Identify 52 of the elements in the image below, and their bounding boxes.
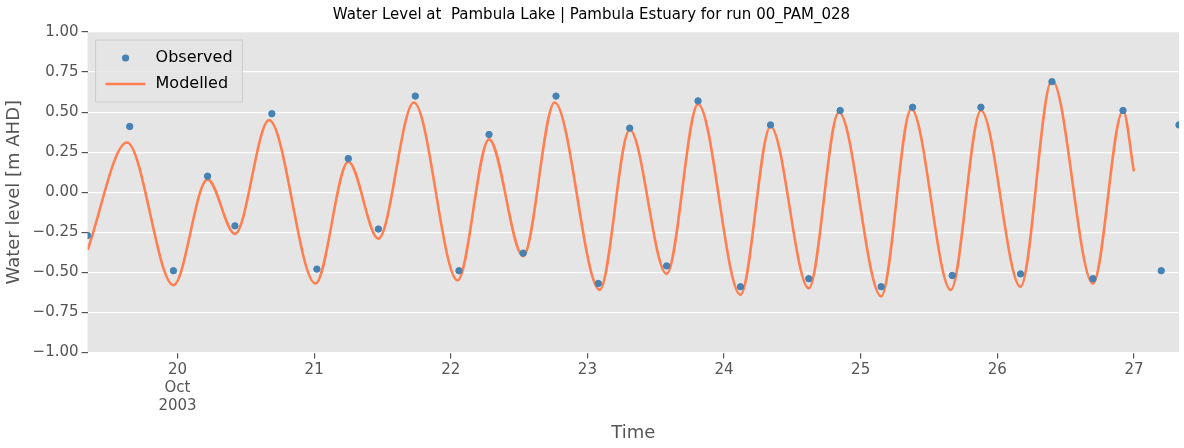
point — [519, 249, 527, 257]
y-tick-label: −0.25 — [32, 222, 79, 241]
x-tick-label: 25 — [851, 360, 871, 379]
x-tick-label: 24 — [714, 360, 734, 379]
point — [268, 110, 276, 118]
point — [805, 275, 813, 283]
point — [411, 92, 419, 100]
point — [766, 121, 775, 129]
x-tick-label: 21 — [304, 360, 324, 379]
y-tick-label: −0.50 — [32, 262, 79, 281]
y-tick-label: −1.00 — [32, 342, 79, 361]
y-tick-label: 0.00 — [45, 182, 79, 201]
x-tick-label: 23 — [577, 360, 597, 379]
point — [231, 222, 239, 230]
point — [662, 262, 671, 270]
x-tick-label: 22 — [441, 360, 461, 379]
point — [836, 106, 844, 115]
point — [1119, 106, 1127, 115]
point — [1089, 275, 1097, 283]
point — [1157, 267, 1165, 275]
legend-label: Observed — [155, 47, 233, 67]
point — [203, 172, 212, 180]
point — [626, 124, 634, 132]
point — [485, 130, 493, 139]
point — [344, 154, 352, 163]
point — [1016, 270, 1025, 278]
legend-label: Modelled — [155, 73, 229, 93]
point — [1048, 77, 1056, 86]
point — [877, 283, 885, 291]
point — [374, 225, 383, 233]
y-tick-label: 1.00 — [45, 21, 79, 40]
x-axis-title: Time — [610, 420, 656, 442]
y-tick-label: 0.25 — [45, 142, 79, 161]
x-tick-label: 26 — [987, 360, 1007, 379]
y-tick-label: 0.50 — [45, 101, 79, 120]
point — [908, 103, 917, 111]
y-axis-title: Water level [m AHD] — [2, 99, 24, 285]
point — [313, 265, 321, 273]
point — [169, 267, 178, 275]
point — [125, 122, 134, 131]
y-tick-label: −0.75 — [32, 302, 79, 321]
point — [977, 103, 985, 111]
point — [594, 279, 603, 288]
point — [736, 283, 745, 291]
point — [694, 97, 702, 105]
x-tick-label: 27 — [1124, 360, 1144, 379]
y-tick-label: 0.75 — [45, 61, 79, 80]
point — [552, 92, 560, 100]
point — [948, 271, 956, 280]
x-tick-label: 20 Oct 2003 — [158, 360, 197, 415]
point — [455, 267, 463, 275]
chart-title: Water Level at Pambula Lake | Pambula Estuary for run 00_PAM_028 — [332, 4, 851, 24]
